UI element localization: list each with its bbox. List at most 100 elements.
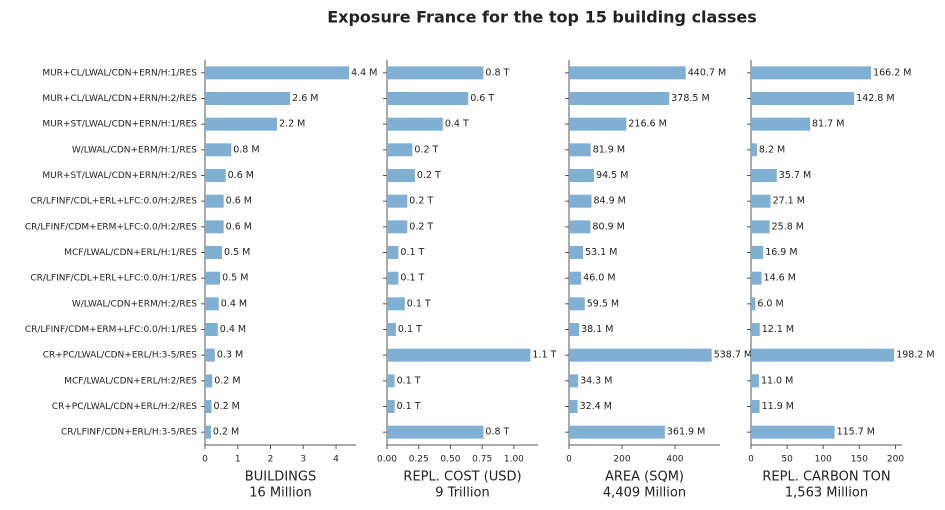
value-label: 25.8 M [772, 221, 804, 232]
bar [205, 220, 224, 234]
bar [569, 117, 627, 131]
bar [751, 271, 762, 285]
value-label: 0.2 T [414, 144, 438, 155]
bar [387, 66, 484, 80]
bar [387, 297, 405, 311]
bar [205, 374, 213, 388]
value-label: 12.1 M [762, 324, 794, 335]
value-label: 538.7 M [714, 350, 752, 361]
bar [751, 194, 771, 208]
value-label: 0.3 M [217, 350, 243, 361]
bar [569, 271, 582, 285]
x-tick-label: 0.75 [472, 455, 492, 465]
value-label: 35.7 M [779, 170, 811, 181]
y-tick-label: CR/LFINF/CDM+ERM+LFC:0.0/H:1/RES [25, 325, 197, 335]
value-label: 0.5 M [222, 273, 248, 284]
bar [569, 297, 585, 311]
bar [569, 374, 579, 388]
bar [569, 348, 712, 362]
value-label: 0.4 M [220, 324, 246, 335]
value-label: 378.5 M [671, 93, 709, 104]
y-tick-label: W/LWAL/CDN+ERM/H:1/RES [72, 145, 197, 155]
value-label: 38.1 M [581, 324, 613, 335]
bar [387, 323, 396, 336]
value-label: 0.2 M [214, 401, 240, 412]
bar [387, 143, 413, 157]
bar [387, 194, 408, 208]
value-label: 0.4 T [445, 119, 469, 130]
value-label: 115.7 M [837, 427, 875, 438]
value-label: 0.1 T [397, 375, 421, 386]
value-label: 0.5 M [224, 247, 250, 258]
bar [387, 220, 408, 234]
value-label: 11.9 M [762, 401, 794, 412]
value-label: 32.4 M [580, 401, 612, 412]
bar [569, 323, 580, 336]
value-label: 59.5 M [587, 298, 619, 309]
value-label: 0.8 T [485, 427, 509, 438]
value-label: 216.6 M [628, 119, 666, 130]
x-axis-label: 16 Million [249, 486, 312, 501]
bar [569, 169, 595, 182]
value-label: 0.6 M [226, 221, 252, 232]
value-label: 16.9 M [765, 247, 797, 258]
x-tick-label: 0.00 [377, 455, 397, 465]
value-label: 34.3 M [580, 375, 612, 386]
value-label: 166.2 M [873, 67, 911, 78]
bar [205, 66, 350, 80]
bar [751, 425, 835, 439]
bar [205, 117, 278, 131]
value-label: 81.9 M [593, 144, 625, 155]
x-axis-label: AREA (SQM) [605, 470, 684, 485]
value-label: 14.6 M [764, 273, 796, 284]
x-tick-label: 200 [613, 455, 630, 465]
value-label: 0.6 T [470, 93, 494, 104]
value-label: 0.2 M [213, 427, 239, 438]
x-axis-label: 1,563 Million [785, 486, 868, 501]
bar [387, 246, 399, 259]
bar [569, 66, 686, 80]
value-label: 440.7 M [688, 67, 726, 78]
bar [751, 143, 757, 157]
bar [751, 220, 770, 234]
bar [205, 323, 218, 336]
bar [205, 348, 215, 362]
value-label: 81.7 M [812, 119, 844, 130]
value-label: 0.8 T [485, 67, 509, 78]
value-label: 2.6 M [292, 93, 318, 104]
x-axis-label: 4,409 Million [603, 486, 686, 501]
x-tick-label: 400 [666, 455, 683, 465]
chart-title: Exposure France for the top 15 building … [327, 8, 757, 27]
bar [751, 92, 855, 105]
bar [205, 297, 219, 311]
x-axis-label: 9 Trillion [435, 486, 489, 501]
bar [205, 271, 221, 285]
bar [751, 323, 760, 336]
y-tick-label: MCF/LWAL/CDN+ERL/H:1/RES [64, 248, 197, 258]
bar [751, 297, 756, 311]
bar [569, 143, 591, 157]
x-tick-label: 0.50 [440, 455, 460, 465]
y-tick-label: MUR+CL/LWAL/CDN+ERN/H:2/RES [42, 94, 197, 104]
value-label: 80.9 M [592, 221, 624, 232]
value-label: 0.1 T [397, 401, 421, 412]
value-label: 53.1 M [585, 247, 617, 258]
value-label: 8.2 M [759, 144, 785, 155]
x-tick-label: 150 [851, 455, 868, 465]
x-tick-label: 0 [566, 455, 572, 465]
x-tick-label: 100 [815, 455, 832, 465]
value-label: 0.1 T [398, 324, 422, 335]
value-label: 1.1 T [532, 350, 556, 361]
y-tick-label: MUR+ST/LWAL/CDN+ERN/H:2/RES [42, 171, 197, 181]
bar [387, 271, 399, 285]
value-label: 0.1 T [400, 247, 424, 258]
bar [387, 169, 415, 182]
value-label: 0.2 T [409, 196, 433, 207]
bar [569, 425, 665, 439]
bar [205, 425, 211, 439]
bar [205, 246, 223, 259]
value-label: 0.2 T [417, 170, 441, 181]
value-label: 84.9 M [593, 196, 625, 207]
value-label: 142.8 M [856, 93, 894, 104]
bar [751, 246, 764, 259]
